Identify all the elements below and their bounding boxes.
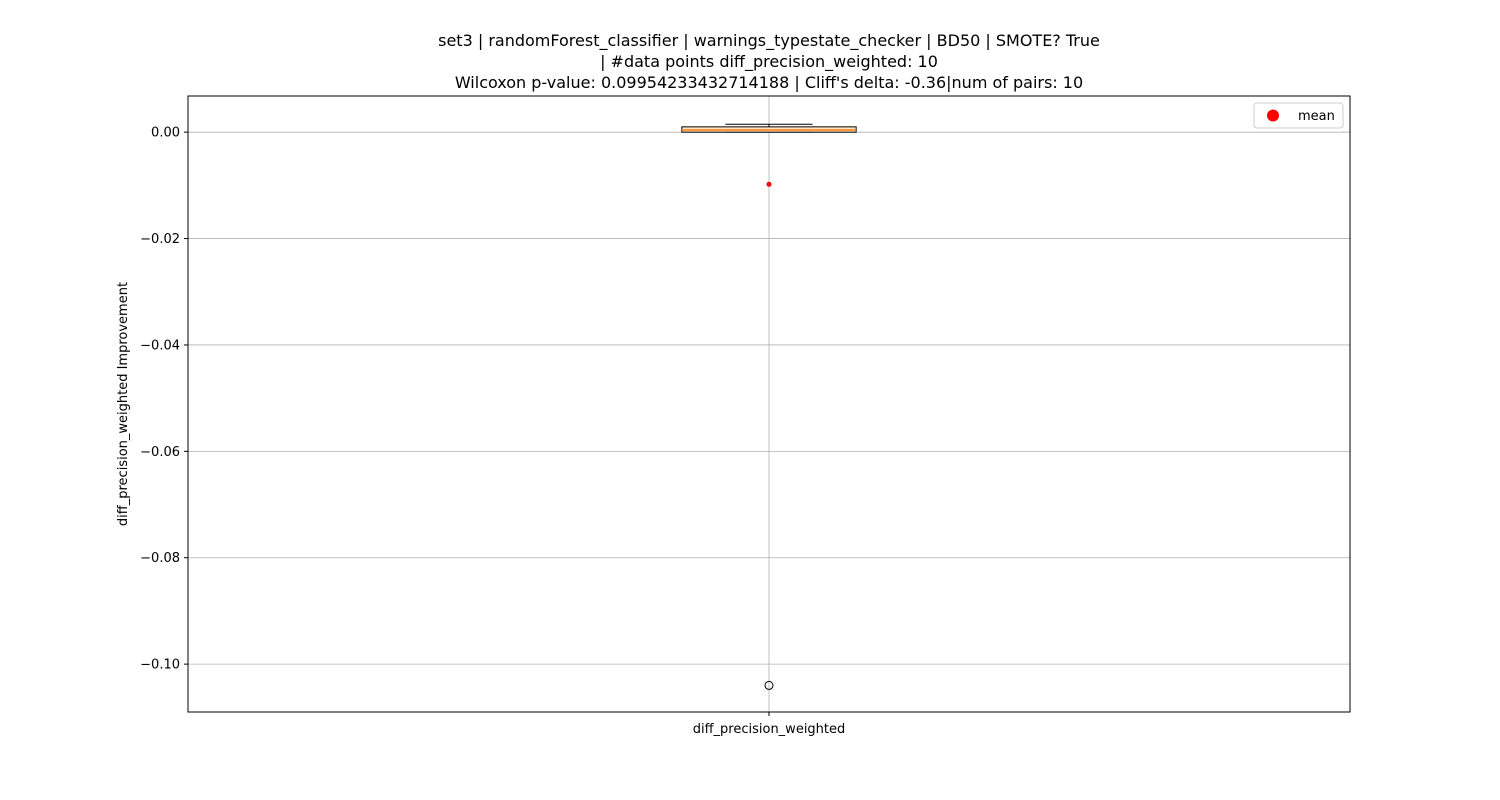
mean-point bbox=[766, 181, 772, 187]
plot-marks bbox=[681, 123, 857, 690]
outlier-point bbox=[764, 680, 774, 690]
x-axis-ticks: diff_precision_weighted bbox=[693, 712, 846, 737]
chart-title: set3 | randomForest_classifier | warning… bbox=[438, 31, 1100, 92]
legend: mean bbox=[1253, 102, 1344, 129]
legend-marker-mean bbox=[1267, 109, 1279, 122]
y-tick-label: 0.00 bbox=[151, 126, 180, 141]
y-tick-label: −0.04 bbox=[140, 338, 180, 353]
legend-label: mean bbox=[1298, 109, 1335, 124]
y-tick-label: −0.02 bbox=[140, 232, 180, 247]
chart-title-line: set3 | randomForest_classifier | warning… bbox=[438, 31, 1100, 51]
grid-lines bbox=[188, 96, 1350, 712]
y-tick-label: −0.10 bbox=[140, 658, 180, 673]
y-tick-label: −0.06 bbox=[140, 445, 180, 460]
legend-box bbox=[1253, 102, 1344, 129]
y-axis-ticks: 0.00 −0.02 −0.04 −0.06 −0.08 −0.10 bbox=[140, 126, 188, 673]
y-axis-label: diff_precision_weighted Improvement bbox=[116, 282, 131, 526]
chart-title-line: | #data points diff_precision_weighted: … bbox=[600, 52, 938, 72]
y-tick-label: −0.08 bbox=[140, 551, 180, 566]
chart-title-line: Wilcoxon p-value: 0.09954233432714188 | … bbox=[455, 73, 1083, 92]
x-tick-label: diff_precision_weighted bbox=[693, 722, 846, 737]
